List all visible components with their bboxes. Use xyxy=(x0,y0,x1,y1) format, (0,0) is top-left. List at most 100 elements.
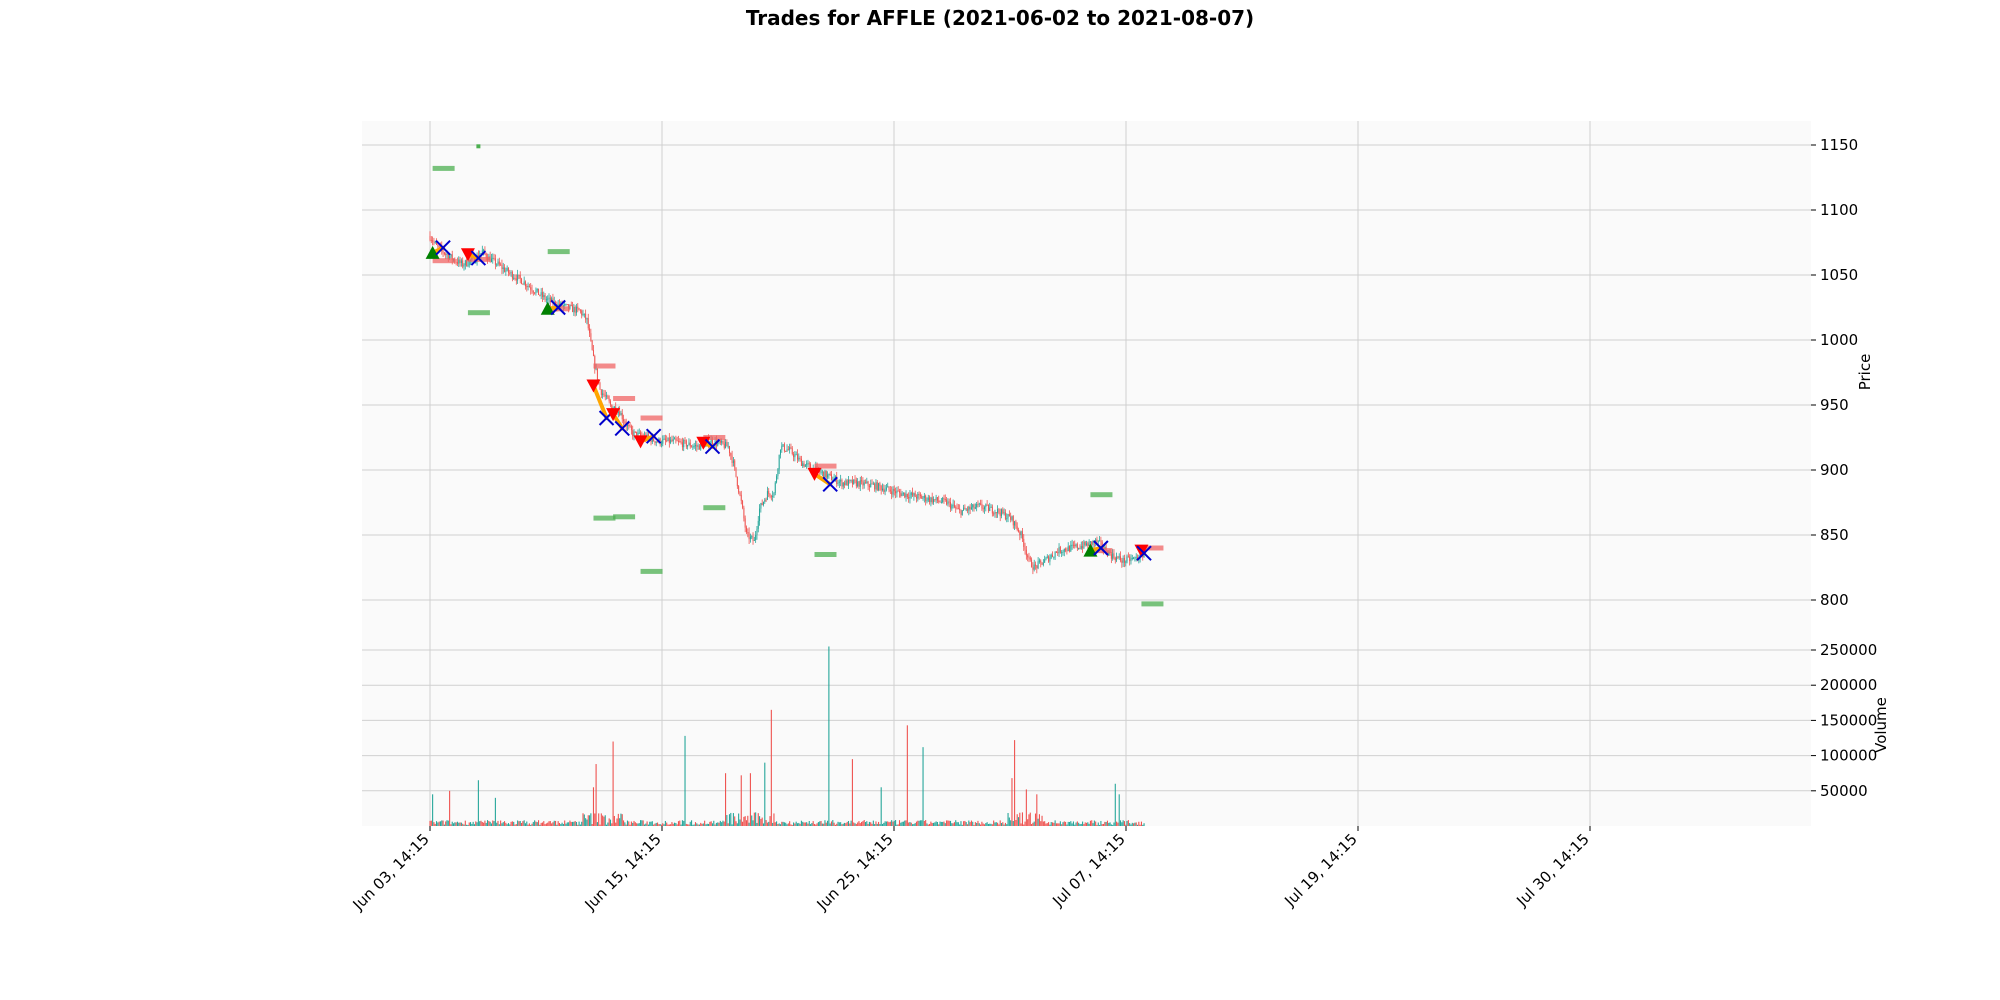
candle-body xyxy=(700,442,702,450)
volume-bar xyxy=(887,821,889,826)
candle-body xyxy=(770,496,772,498)
candle-body xyxy=(756,528,758,535)
volume-bar xyxy=(855,823,857,826)
candle-body xyxy=(735,467,737,477)
candle-body xyxy=(799,457,801,459)
candle-body xyxy=(881,488,883,491)
volume-bar xyxy=(429,820,431,826)
volume-bar xyxy=(1053,822,1055,826)
candle-body xyxy=(1062,551,1064,553)
candle-body xyxy=(987,504,989,512)
volume-bar xyxy=(1034,813,1037,826)
candle-body xyxy=(870,483,872,488)
candle-body xyxy=(510,271,512,274)
candle-body xyxy=(483,249,485,251)
candle-body xyxy=(1042,562,1044,565)
volume-bar xyxy=(1116,821,1118,826)
volume-bar xyxy=(688,824,690,826)
candle-body xyxy=(1020,531,1022,536)
volume-bar xyxy=(616,818,618,826)
volume-bar xyxy=(587,815,589,826)
volume-bar xyxy=(549,821,551,826)
chart-title: Trades for AFFLE (2021-06-02 to 2021-08-… xyxy=(746,6,1254,30)
volume-bar xyxy=(1008,817,1010,826)
candle-body xyxy=(918,493,920,495)
volume-bar xyxy=(897,824,899,826)
volume-bar xyxy=(1099,824,1101,826)
volume-bar xyxy=(1139,824,1141,826)
candle-body xyxy=(761,503,763,505)
candle-body xyxy=(957,508,959,510)
stop-level-bar xyxy=(1090,548,1113,554)
candle-body xyxy=(1006,518,1008,520)
candle-body xyxy=(736,476,738,487)
stop-level-bar xyxy=(593,363,616,369)
volume-bar xyxy=(486,820,489,826)
candle-body xyxy=(430,239,432,241)
candle-body xyxy=(449,256,451,259)
volume-bar xyxy=(745,820,748,826)
candle-body xyxy=(539,294,541,296)
volume-bar xyxy=(783,822,785,826)
volume-bar xyxy=(634,822,636,826)
volume-bar xyxy=(441,820,443,826)
candle-body xyxy=(468,260,470,266)
candle-body xyxy=(793,453,795,458)
volume-bar xyxy=(936,821,938,826)
volume-bar xyxy=(547,822,549,826)
candle-body xyxy=(967,509,969,511)
candle-body xyxy=(828,473,830,475)
volume-bar xyxy=(740,775,742,826)
candle-body xyxy=(1012,516,1014,526)
volume-bar xyxy=(476,822,478,826)
price-tick-label: 900 xyxy=(1820,461,1849,479)
candle-body xyxy=(1143,553,1145,558)
candle-body xyxy=(607,395,609,399)
candle-body xyxy=(946,499,948,505)
volume-bar xyxy=(951,823,953,826)
volume-bar xyxy=(693,824,695,826)
volume-bar xyxy=(1020,823,1022,826)
candle-body xyxy=(1057,552,1059,554)
volume-bar xyxy=(473,824,476,826)
volume-bar xyxy=(872,820,874,826)
volume-bar xyxy=(624,822,626,826)
candle-body xyxy=(1066,550,1068,552)
candle-body xyxy=(1028,557,1030,559)
volume-bar xyxy=(581,821,583,826)
volume-bar xyxy=(1054,820,1056,826)
candle-body xyxy=(1046,556,1048,558)
volume-bar xyxy=(862,821,864,826)
exit-marker xyxy=(822,476,838,493)
volume-bar xyxy=(613,815,615,826)
volume-bar xyxy=(596,822,598,826)
volume-bar xyxy=(1101,824,1103,826)
candle-body xyxy=(738,486,740,493)
volume-bar xyxy=(532,821,534,826)
volume-bar xyxy=(811,823,813,826)
volume-bar xyxy=(982,823,984,826)
volume-bar xyxy=(790,824,792,826)
candle-body xyxy=(1114,557,1116,561)
volume-bar xyxy=(738,813,740,826)
volume-bar xyxy=(836,823,838,826)
volume-bar xyxy=(849,823,851,826)
candle-body xyxy=(985,504,987,508)
volume-bar xyxy=(607,822,609,826)
candle-body xyxy=(530,287,532,290)
candle-body xyxy=(947,501,949,505)
volume-bar xyxy=(651,821,653,826)
volume-bar xyxy=(702,823,704,826)
volume-bar xyxy=(953,822,955,826)
candle-body xyxy=(1038,560,1040,562)
candle-body xyxy=(1036,565,1038,569)
candle-body xyxy=(589,328,591,334)
volume-bar xyxy=(585,818,587,826)
candle-body xyxy=(523,281,525,285)
volume-bar xyxy=(633,820,635,826)
candle-body xyxy=(570,305,572,307)
candle-body xyxy=(609,401,611,405)
candle-body xyxy=(878,483,880,491)
volume-bar xyxy=(1019,812,1021,826)
volume-bar xyxy=(1015,820,1017,826)
